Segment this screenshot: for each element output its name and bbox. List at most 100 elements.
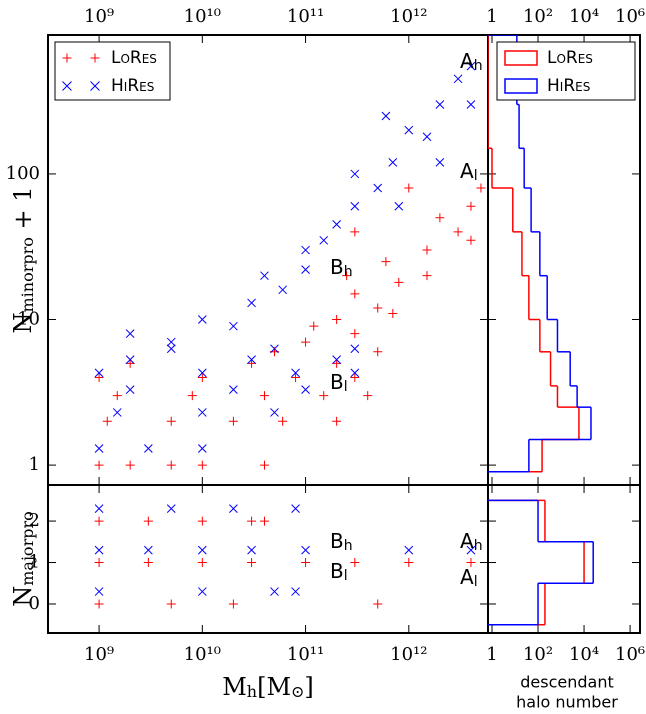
x-axis-label: halo number — [516, 693, 618, 712]
point — [197, 516, 207, 526]
point — [197, 558, 207, 568]
x-tick-label: 1 — [486, 644, 497, 665]
point — [476, 183, 486, 193]
plot-area — [94, 504, 476, 609]
point — [94, 368, 104, 378]
legend-label: HiRes — [547, 76, 590, 96]
point — [270, 408, 279, 417]
point — [260, 271, 269, 281]
point — [301, 385, 310, 394]
point — [435, 158, 445, 167]
point — [197, 368, 207, 378]
point — [197, 444, 207, 453]
point — [350, 329, 360, 339]
annotation: Al — [460, 159, 478, 185]
annotation-sub: h — [474, 538, 483, 554]
point — [197, 372, 207, 382]
point — [247, 545, 256, 555]
point — [301, 265, 310, 275]
point — [291, 368, 300, 378]
y-axis-label: Nminorpro + 1 — [9, 186, 37, 333]
legend-label: LoRes — [111, 48, 157, 68]
label-part: ⊙ — [291, 682, 304, 701]
point — [342, 271, 352, 281]
point — [350, 368, 360, 378]
annotation-main: A — [460, 49, 474, 73]
point — [394, 277, 404, 287]
x-tick-label: 10⁶ — [615, 6, 645, 27]
point — [291, 504, 300, 513]
point — [270, 587, 279, 596]
annotation: Ah — [460, 49, 483, 75]
annotation-sub: l — [344, 568, 348, 584]
point — [350, 201, 360, 211]
x-tick-label: 10¹² — [390, 6, 427, 27]
point — [166, 599, 176, 609]
point — [228, 416, 238, 426]
point — [197, 587, 207, 596]
point — [259, 516, 269, 526]
annotation-sub: l — [474, 574, 478, 590]
point — [143, 516, 153, 526]
legend-marker — [62, 53, 72, 63]
point — [112, 408, 122, 417]
panel-frame — [47, 484, 489, 634]
x-tick-label: 10⁹ — [84, 6, 114, 27]
point — [197, 545, 207, 555]
point — [422, 132, 432, 142]
point — [94, 516, 104, 526]
point — [125, 385, 135, 394]
label-part: majorpro — [18, 511, 37, 585]
point — [278, 285, 288, 295]
x-tick-label: 10¹⁰ — [184, 6, 221, 27]
point — [466, 235, 476, 245]
label-part: N — [9, 313, 37, 334]
y-tick-label: 2 — [29, 510, 40, 531]
y-tick-label: 1 — [29, 454, 40, 475]
point — [166, 337, 176, 347]
point — [259, 460, 269, 470]
point — [197, 460, 207, 470]
point — [301, 558, 311, 568]
point — [143, 545, 153, 555]
x-tick-label: 10¹² — [390, 644, 427, 665]
point — [247, 516, 257, 526]
point — [143, 444, 153, 453]
point — [94, 599, 104, 609]
point — [350, 344, 360, 354]
point — [350, 558, 360, 568]
x-tick-label: 10¹¹ — [287, 6, 324, 27]
panel-frame — [47, 34, 489, 486]
legend-marker — [90, 53, 100, 63]
annotation: Ah — [460, 529, 483, 555]
annotation-sub: h — [344, 538, 353, 554]
point — [247, 558, 257, 568]
point — [466, 100, 476, 109]
annotation-sub: h — [344, 264, 353, 280]
point — [466, 201, 476, 211]
x-tick-label: 10¹¹ — [287, 644, 324, 665]
point — [166, 344, 176, 354]
x-tick-label: 1 — [486, 6, 497, 27]
annotation-sub: l — [474, 168, 478, 184]
point — [301, 245, 310, 255]
x-tick-label: 10² — [523, 6, 553, 27]
annotation-main: B — [330, 529, 344, 553]
point — [94, 372, 104, 382]
point — [332, 416, 342, 426]
label-part: N — [9, 586, 37, 607]
point — [166, 460, 176, 470]
legend-box — [54, 41, 171, 101]
point — [197, 315, 207, 324]
x-axis-label: descendant — [520, 673, 614, 692]
x-tick-label: 10⁴ — [569, 6, 599, 27]
point — [466, 545, 476, 555]
point — [404, 183, 414, 193]
x-tick-label: 10⁹ — [84, 644, 114, 665]
annotation-main: A — [460, 159, 474, 183]
annotation-main: B — [330, 255, 344, 279]
point — [388, 308, 398, 318]
plot-area — [94, 61, 486, 470]
